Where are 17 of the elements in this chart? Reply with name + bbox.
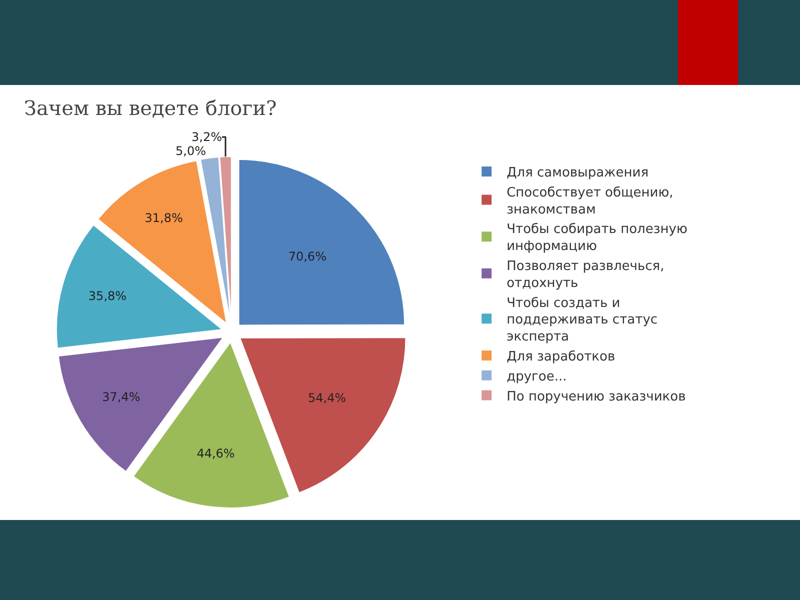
data-label: 37,4%	[102, 390, 140, 404]
legend-label: Позволяет развлечься, отдохнуть	[506, 259, 664, 291]
data-label: 35,8%	[88, 288, 127, 303]
data-label: 54,4%	[308, 390, 346, 405]
legend-label: Способствует общению, знакомствам	[506, 185, 674, 218]
data-label: 5,0%	[176, 144, 206, 158]
legend-label: Чтобы собирать полезную информацию	[506, 222, 688, 254]
data-label: 44,6%	[196, 446, 235, 461]
legend-label: Чтобы создать и поддерживать статус эксперта	[506, 296, 658, 345]
data-label: 3,2%	[192, 130, 222, 144]
legend-label: другое...	[506, 369, 567, 384]
legend-label: Для самовыражения	[506, 166, 649, 181]
data-label: 31,8%	[144, 210, 183, 225]
chart-title: Зачем вы ведете блоги?	[24, 96, 277, 120]
legend-label: Для заработков	[506, 350, 616, 365]
data-label: 70,6%	[288, 249, 326, 264]
legend-label: По поручению заказчиков	[506, 389, 686, 404]
